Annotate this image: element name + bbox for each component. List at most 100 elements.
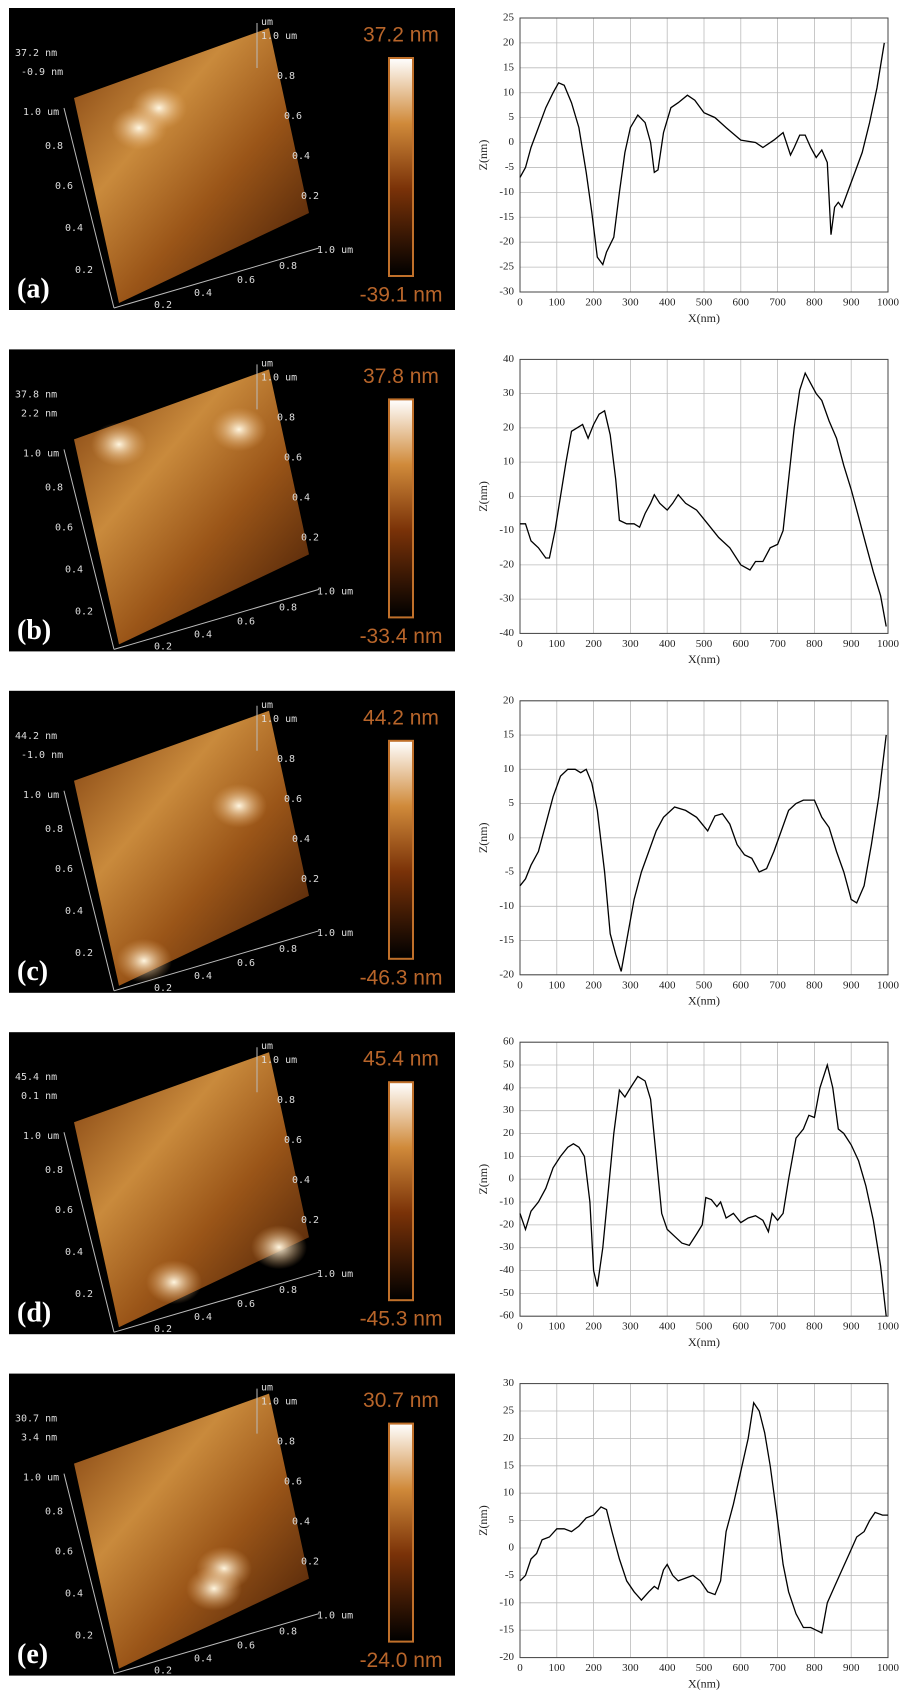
afm-tick: 0.4 — [194, 288, 212, 299]
afm-axis — [63, 790, 115, 991]
afm-tick: um — [261, 1383, 273, 1394]
z-top-label: 37.2 nm — [15, 48, 57, 59]
afm-tick: 0.8 — [277, 71, 295, 82]
x-axis-label: X(nm) — [688, 1335, 720, 1349]
y-tick-label: 15 — [503, 61, 515, 73]
afm-axis — [113, 1271, 320, 1333]
afm-tick: 0.6 — [237, 616, 255, 627]
afm-tick: 0.6 — [284, 111, 302, 122]
y-tick-label: -5 — [505, 866, 515, 878]
afm-peak — [211, 407, 267, 452]
afm-peak — [251, 1225, 307, 1270]
afm-tick: 0.4 — [65, 564, 83, 575]
y-tick-label: 20 — [503, 1127, 515, 1139]
y-tick-label: 50 — [503, 1059, 515, 1071]
afm-tick: 0.8 — [277, 412, 295, 423]
afm-tick: 0.4 — [65, 1589, 83, 1600]
y-tick-label: -15 — [499, 934, 514, 946]
x-tick-label: 1000 — [877, 638, 900, 650]
x-axis-label: X(nm) — [688, 1676, 720, 1690]
y-tick-label: -10 — [499, 1196, 514, 1208]
y-axis-label: Z(nm) — [476, 822, 490, 853]
z-top-label: 30.7 nm — [15, 1414, 57, 1425]
afm-tick: 0.8 — [45, 141, 63, 152]
color-bar — [388, 1081, 414, 1302]
y-axis-label: Z(nm) — [476, 481, 490, 512]
x-tick-label: 800 — [806, 1321, 823, 1333]
afm-tick: 0.2 — [301, 874, 319, 885]
afm-tick: 0.2 — [154, 1666, 172, 1677]
x-tick-label: 100 — [549, 1662, 566, 1674]
x-tick-label: 500 — [696, 1662, 713, 1674]
afm-surface — [74, 28, 309, 303]
y-tick-label: -20 — [499, 968, 514, 980]
afm-tick: um — [261, 1041, 273, 1052]
x-tick-label: 500 — [696, 297, 713, 309]
afm-tick: 1.0 um — [261, 31, 297, 42]
y-tick-label: -10 — [499, 186, 514, 198]
afm-axis — [63, 107, 115, 309]
y-tick-label: 5 — [509, 797, 515, 809]
y-tick-label: 0 — [509, 490, 515, 502]
y-tick-label: -20 — [499, 1218, 514, 1230]
afm-axis — [113, 930, 320, 992]
y-tick-label: -30 — [499, 1241, 514, 1253]
panel-label: (c) — [17, 956, 48, 987]
x-tick-label: 800 — [806, 979, 823, 991]
x-tick-label: 1000 — [877, 979, 900, 991]
x-tick-label: 800 — [806, 1662, 823, 1674]
afm-tick: 0.8 — [45, 482, 63, 493]
afm-tick: 0.8 — [45, 1165, 63, 1176]
afm-tick: 0.6 — [284, 1477, 302, 1488]
x-tick-label: 400 — [659, 1662, 676, 1674]
afm-tick: 0.6 — [55, 181, 73, 192]
afm-tick: 1.0 um — [23, 790, 59, 801]
y-tick-label: -40 — [499, 1264, 514, 1276]
y-tick-label: 0 — [509, 831, 515, 843]
x-tick-label: 600 — [733, 638, 750, 650]
z-offset-label: 3.4 nm — [21, 1433, 57, 1444]
afm-tick: 0.8 — [279, 602, 297, 613]
afm-tick: 0.2 — [301, 532, 319, 543]
x-tick-label: 700 — [769, 1662, 786, 1674]
afm-surface — [74, 1393, 309, 1669]
y-tick-label: 10 — [503, 763, 515, 775]
x-axis-label: X(nm) — [688, 994, 720, 1008]
afm-tick: 1.0 um — [317, 245, 353, 256]
color-bar-min: -33.4 nm — [360, 625, 443, 648]
color-bar-min: -46.3 nm — [360, 966, 443, 989]
y-tick-label: 40 — [503, 1081, 515, 1093]
x-tick-label: 800 — [806, 638, 823, 650]
x-tick-label: 200 — [585, 638, 602, 650]
afm-tick: 1.0 um — [317, 1611, 353, 1622]
y-tick-label: -10 — [499, 524, 514, 536]
y-tick-label: -20 — [499, 1651, 514, 1663]
afm-tick: 0.4 — [194, 629, 212, 640]
afm-tick: 0.4 — [65, 906, 83, 917]
plot-frame — [519, 1041, 889, 1317]
x-tick-label: 600 — [733, 1321, 750, 1333]
afm-tick: 1.0 um — [261, 1397, 297, 1408]
afm-tick: 0.4 — [292, 1175, 310, 1186]
afm-tick: 0.6 — [284, 452, 302, 463]
afm-tick: 1.0 um — [261, 714, 297, 725]
afm-tick: 1.0 um — [317, 1269, 353, 1280]
y-tick-label: -20 — [499, 558, 514, 570]
afm-tick: 0.4 — [292, 834, 310, 845]
y-tick-label: 0 — [509, 1173, 515, 1185]
afm-peak — [111, 106, 167, 150]
x-tick-label: 0 — [517, 638, 523, 650]
y-tick-label: -25 — [499, 261, 514, 273]
x-tick-label: 300 — [622, 297, 639, 309]
color-bar-min: -24.0 nm — [360, 1649, 443, 1672]
afm-tick: 0.6 — [55, 1547, 73, 1558]
afm-tick: 0.2 — [75, 1289, 93, 1300]
y-tick-label: -60 — [499, 1310, 514, 1322]
afm-axis — [63, 1473, 115, 1674]
y-tick-label: 30 — [503, 1104, 515, 1116]
afm-tick: 0.2 — [154, 1324, 172, 1335]
afm-peak — [186, 1566, 242, 1611]
z-top-label: 44.2 nm — [15, 731, 57, 742]
x-tick-label: 500 — [696, 979, 713, 991]
